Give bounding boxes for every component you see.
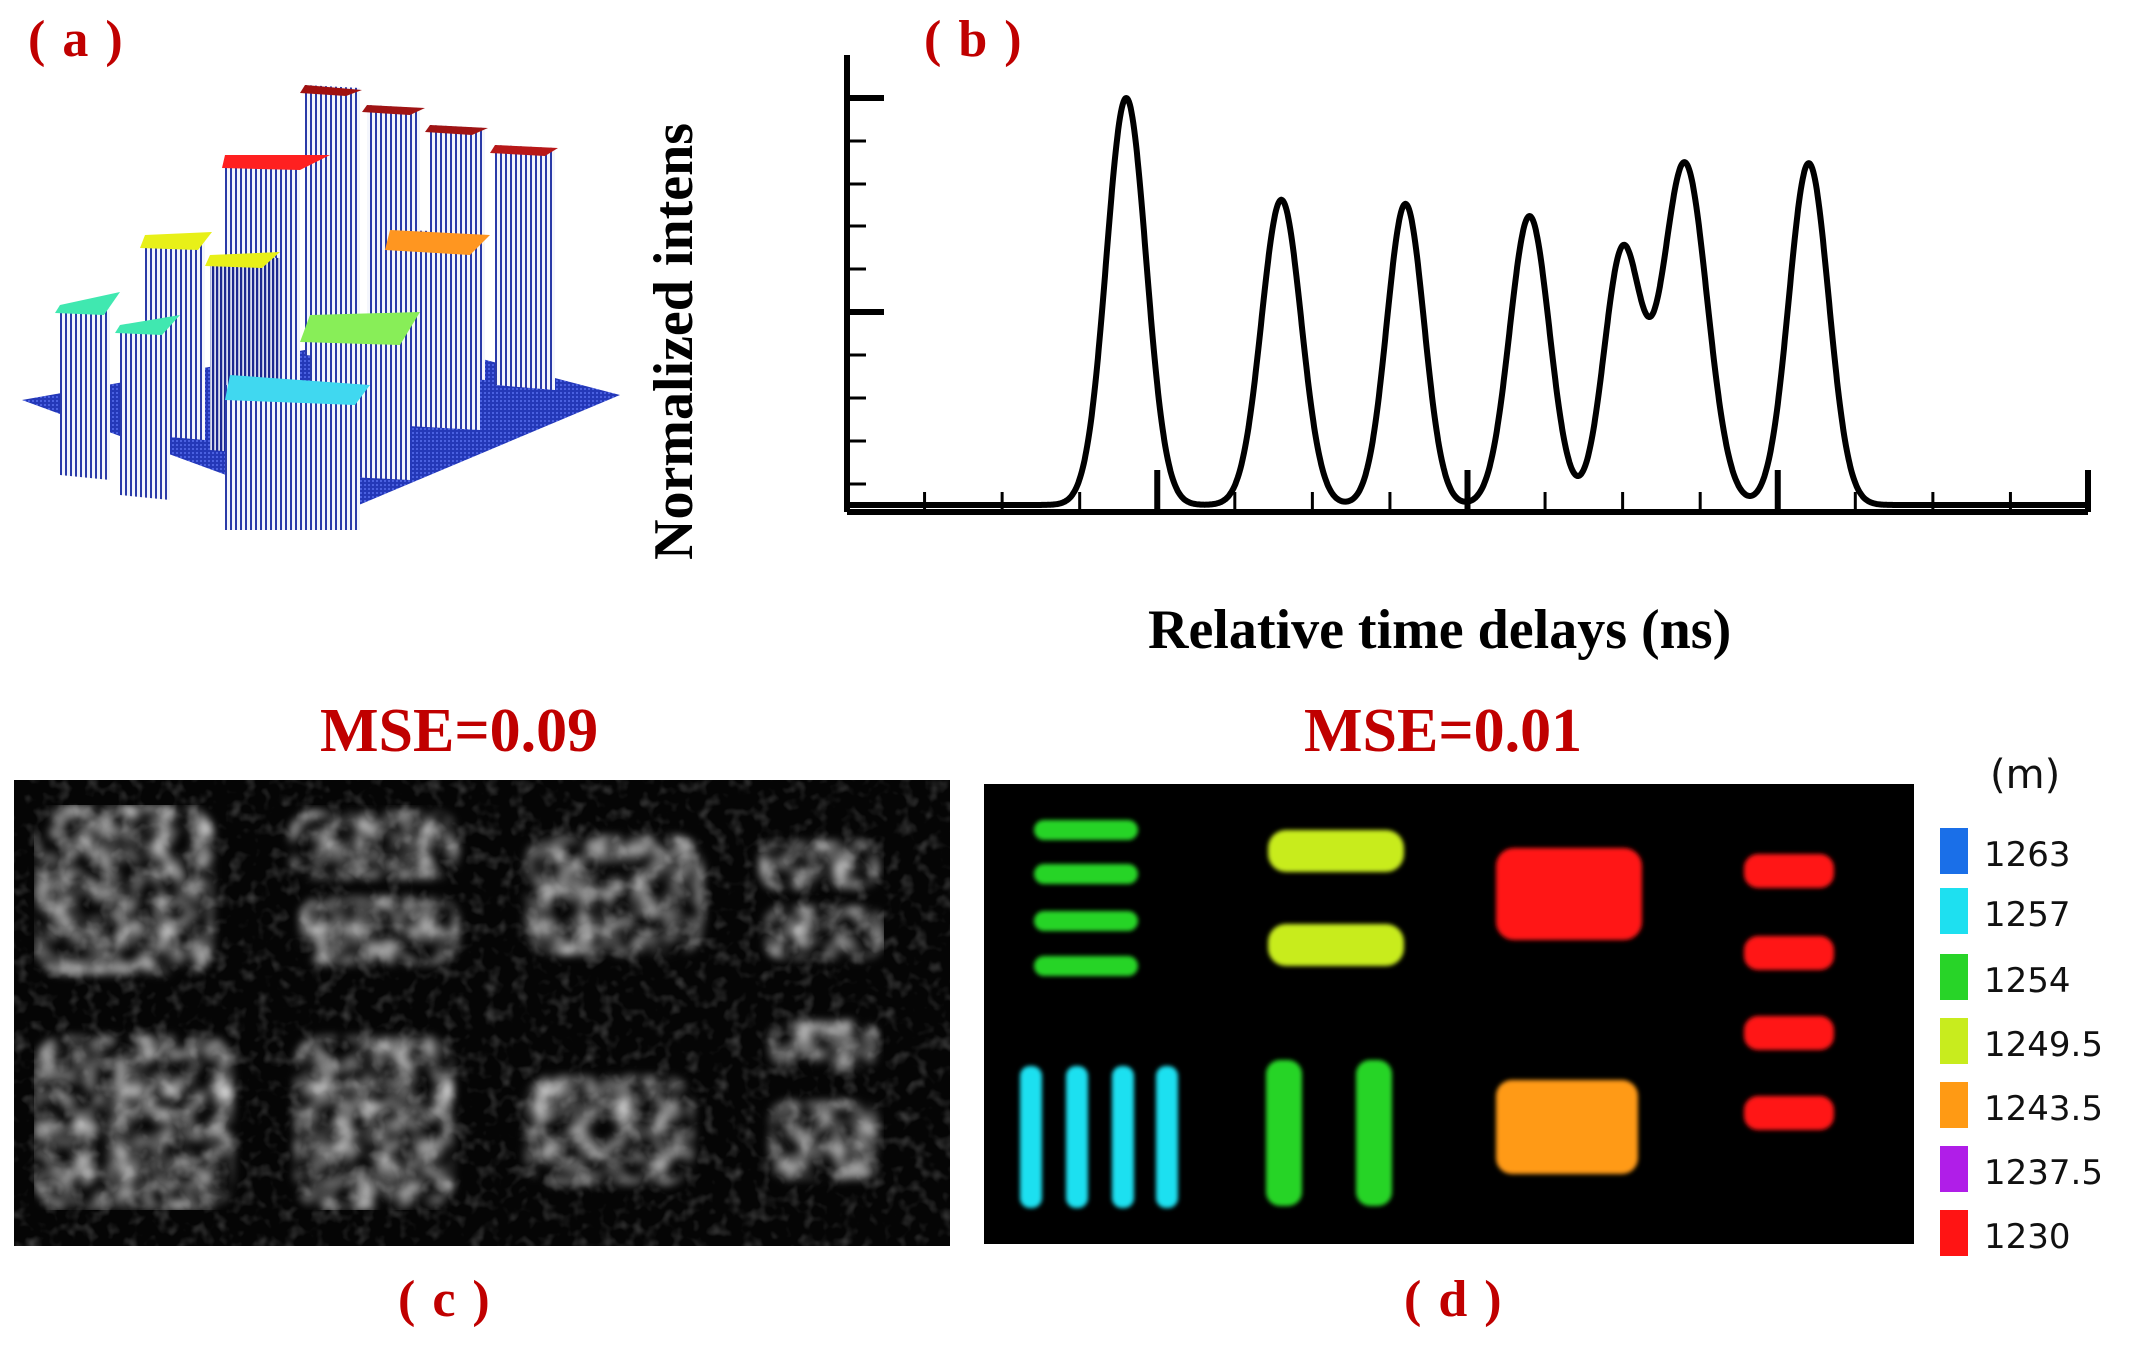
colorbar-label: 1230 bbox=[1984, 1217, 2071, 1257]
chart-ticks bbox=[847, 95, 2091, 512]
colorbar-swatch bbox=[1940, 1018, 1968, 1064]
colorbar-label: 1243.5 bbox=[1984, 1089, 2103, 1129]
yellow-bar bbox=[1268, 830, 1404, 872]
green-horizontal-bar bbox=[1034, 864, 1138, 884]
colorbar-swatch bbox=[1940, 828, 1968, 874]
panel-b-label: ( b ) bbox=[924, 11, 1024, 68]
red-small-bar bbox=[1744, 854, 1834, 888]
colorbar-swatch bbox=[1940, 1082, 1968, 1128]
depth-1230-small-bars bbox=[1744, 854, 1834, 1130]
colorbar-label: 1237.5 bbox=[1984, 1153, 2103, 1193]
red-small-bar bbox=[1744, 1096, 1834, 1130]
green-vertical-bar bbox=[1356, 1060, 1392, 1206]
cyan-vertical-bar bbox=[1020, 1066, 1042, 1208]
colorbar-label: 1257 bbox=[1984, 895, 2071, 935]
colorbar-label: 1263 bbox=[1984, 835, 2071, 875]
panel-a-3d-depth-plot bbox=[22, 85, 620, 530]
panel-b-chart bbox=[844, 55, 2091, 515]
mse-c-title: MSE=0.09 bbox=[320, 697, 599, 765]
depth-1243-5-block bbox=[1496, 1080, 1638, 1174]
colorbar-label: 1254 bbox=[1984, 961, 2071, 1001]
colorbar-label: 1249.5 bbox=[1984, 1025, 2103, 1065]
y-axis-title: Normalized intens bbox=[643, 122, 705, 560]
panel-d-depth-map bbox=[984, 784, 1914, 1244]
chart-axes bbox=[844, 55, 2091, 515]
green-horizontal-bar bbox=[1034, 820, 1138, 840]
colorbar-legend: 1263 1257 1254 1249.5 1243.5 1237.5 1230 bbox=[1940, 828, 2103, 1257]
colorbar-unit: (m) bbox=[1990, 752, 2061, 798]
depth-1230-block bbox=[1496, 848, 1642, 940]
colorbar-swatch bbox=[1940, 954, 1968, 1000]
depth-1254-vertical-bars bbox=[1266, 1060, 1392, 1206]
intensity-curve bbox=[844, 95, 2091, 508]
red-block bbox=[1496, 848, 1642, 940]
cyan-vertical-bar bbox=[1112, 1066, 1134, 1208]
green-horizontal-bar bbox=[1034, 956, 1138, 976]
red-small-bar bbox=[1744, 1016, 1834, 1050]
x-axis-title: Relative time delays (ns) bbox=[1148, 599, 1732, 661]
panel-c-label: ( c ) bbox=[398, 1271, 492, 1328]
panel-c-grayscale-image bbox=[14, 780, 950, 1246]
depth-1257-vertical-bars bbox=[1020, 1066, 1178, 1208]
bars-group bbox=[55, 85, 558, 530]
colorbar-swatch bbox=[1940, 1210, 1968, 1256]
green-horizontal-bar bbox=[1034, 911, 1138, 931]
panel-a-label: ( a ) bbox=[28, 11, 125, 68]
green-vertical-bar bbox=[1266, 1060, 1302, 1206]
cyan-vertical-bar bbox=[1156, 1066, 1178, 1208]
cyan-vertical-bar bbox=[1066, 1066, 1088, 1208]
yellow-bar bbox=[1268, 924, 1404, 966]
depth-1254-horizontal-bars bbox=[1034, 820, 1138, 976]
mse-d-title: MSE=0.01 bbox=[1304, 697, 1583, 765]
colorbar-swatch bbox=[1940, 1146, 1968, 1192]
blurry-targets bbox=[34, 805, 884, 1210]
orange-block bbox=[1496, 1080, 1638, 1174]
red-small-bar bbox=[1744, 936, 1834, 970]
panel-d-label: ( d ) bbox=[1404, 1271, 1504, 1328]
depth-1249-5-bars bbox=[1268, 830, 1404, 966]
colorbar-swatch bbox=[1940, 888, 1968, 934]
